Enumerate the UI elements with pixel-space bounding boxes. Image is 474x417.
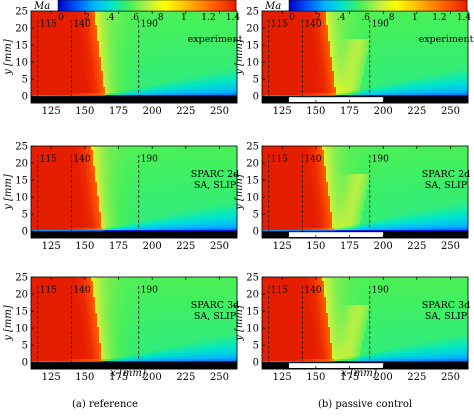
field-raster <box>31 11 237 103</box>
colorbar-tick-label: .6 <box>130 13 139 23</box>
colorbar-label: Ma <box>33 1 50 12</box>
colorbar-tick-label: 0 <box>58 13 64 23</box>
colorbar-tick-label: 1.2 <box>201 13 215 23</box>
colorbar-tick-label: .2 <box>81 13 90 23</box>
y-axis-label: y [mm] <box>3 39 14 76</box>
x-tick-label: 200 <box>143 106 162 117</box>
y-tick-label: 0 <box>22 92 28 103</box>
x-tick-label: 225 <box>176 106 195 117</box>
panel-1-2: 115 140 190125 150 175 200 225 2500510152025y [… <box>234 0 474 117</box>
x-tick-label: 250 <box>210 106 229 117</box>
y-tick-label: 20 <box>15 24 28 35</box>
y-tick-label: 15 <box>15 41 28 52</box>
colorbar-tick-label: 1.4 <box>226 13 241 23</box>
y-tick-label: 25 <box>15 7 28 18</box>
x-tick-label: 175 <box>109 106 128 117</box>
x-tick-label: 125 <box>42 106 61 117</box>
colorbar-tick-label: .8 <box>155 13 164 23</box>
station-label-115: 115 <box>40 19 57 29</box>
field-raster <box>262 11 468 103</box>
y-tick-label: 10 <box>15 58 28 69</box>
x-tick-label: 150 <box>75 106 94 117</box>
colorbar-tick-label: .4 <box>106 13 115 23</box>
y-tick-label: 5 <box>22 75 28 86</box>
wall-strip <box>31 96 237 103</box>
colorbar-tick-label: 1 <box>181 13 187 23</box>
